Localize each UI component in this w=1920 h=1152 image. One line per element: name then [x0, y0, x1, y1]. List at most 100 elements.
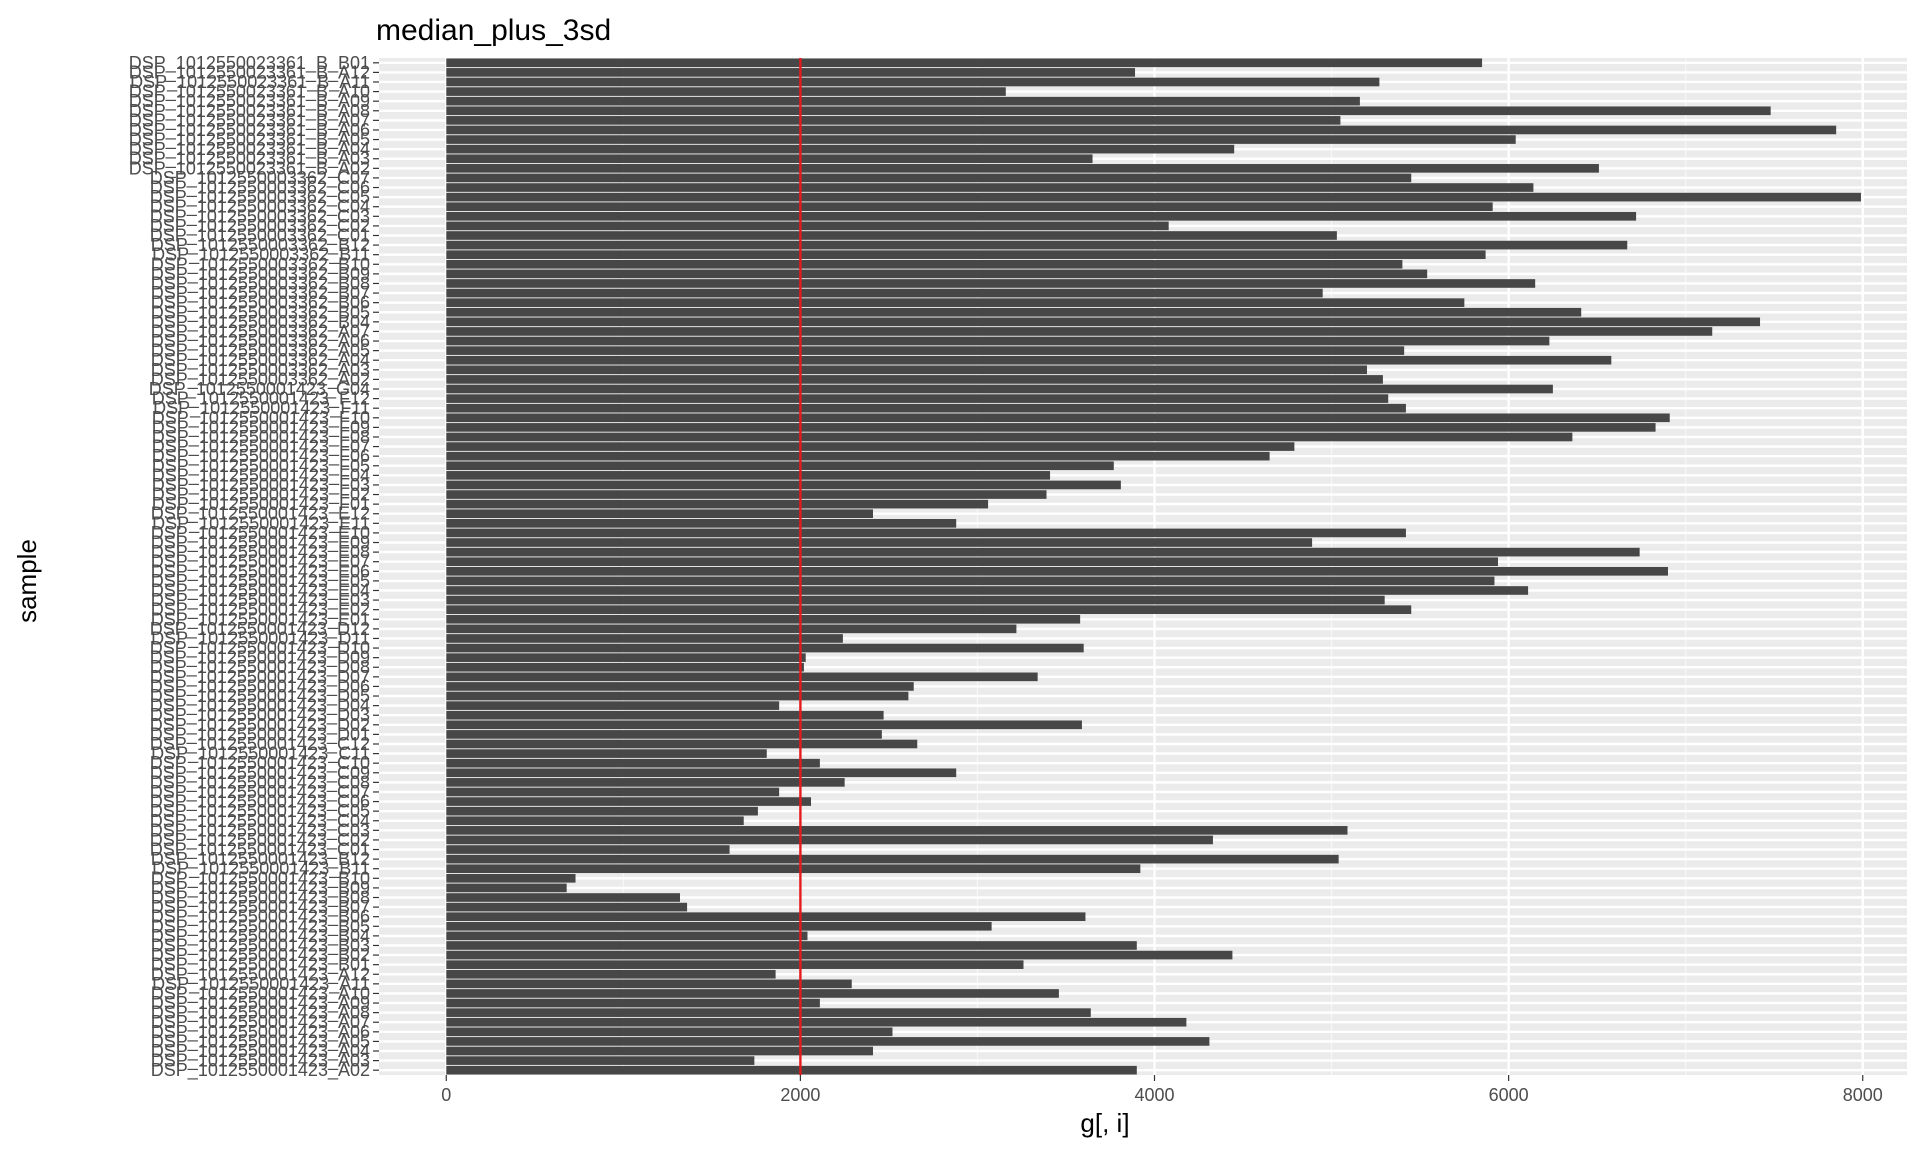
bar	[446, 317, 1761, 327]
bar	[446, 643, 1084, 653]
bar	[446, 154, 1093, 164]
y-tick-label: DSP_1012550001423_F05	[152, 456, 370, 477]
y-tick-label: DSP_1012550023361_B_A04	[129, 139, 370, 160]
y-tick-label: DSP_1012550001423_E06	[151, 561, 370, 582]
y-tick-label: DSP_1012550001423_F02	[152, 485, 370, 506]
bar	[446, 634, 843, 643]
y-tick-label: DSP_1012550023361_B_A12	[129, 62, 370, 83]
bar	[446, 346, 1405, 355]
y-tick-label: DSP_1012550001423_C03	[150, 820, 370, 841]
y-tick-label: DSP_1012550001423_A02	[151, 1060, 370, 1081]
y-tick-label: DSP_1012550001423_B11	[152, 859, 370, 880]
bar	[446, 653, 806, 662]
y-tick-label: DSP_1012550001423_D04	[150, 696, 370, 717]
y-tick-label: DSP_1012550023361_B_A11	[130, 72, 370, 93]
y-tick-label: DSP_1012550001423_D10	[150, 638, 370, 659]
y-tick-label: DSP_1012550001423_F09	[152, 417, 370, 438]
y-tick-label: DSP_1012550001423_D07	[150, 667, 370, 688]
y-tick-label: DSP_1012550001423_D09	[150, 648, 370, 669]
bar	[446, 749, 767, 758]
bar	[446, 116, 1341, 125]
y-tick-label: DSP_1012550001423_C08	[150, 772, 370, 793]
bar	[446, 96, 1360, 106]
y-tick-label: DSP_1012550001423_E09	[151, 533, 370, 554]
bar	[446, 451, 1270, 461]
y-tick-label: DSP_1012550003362_B09	[151, 264, 370, 285]
bar	[446, 595, 1385, 605]
x-tick-label: 0	[441, 1085, 451, 1105]
bar	[446, 423, 1656, 432]
y-tick-label: DSP_1012550001423_A09	[151, 993, 370, 1014]
y-tick-label: DSP_1012550003362_C01	[150, 225, 370, 246]
y-tick-label: DSP_1012550001423_C06	[150, 792, 370, 813]
y-tick-label: DSP_1012550001423_B01	[151, 955, 370, 976]
bar	[446, 307, 1582, 317]
bar	[446, 873, 576, 883]
bar	[446, 336, 1550, 346]
bar	[446, 547, 1640, 557]
bar	[446, 768, 957, 778]
y-tick-label: DSP_1012550001423_D11	[151, 628, 370, 649]
y-tick-label: DSP_1012550003362_C04	[150, 197, 370, 218]
y-tick-label: DSP_1012550001423_E11	[152, 513, 370, 534]
y-tick-label: DSP_1012550001423_E12	[151, 504, 370, 525]
bar	[446, 778, 845, 787]
bar	[446, 490, 1047, 499]
bar	[446, 471, 1051, 480]
bars	[446, 58, 1861, 1075]
bar	[446, 662, 804, 672]
bar	[446, 969, 776, 979]
y-tick-label: DSP_1012550001423_B08	[151, 888, 370, 909]
y-tick-label: DSP_1012550001423_B07	[151, 897, 370, 918]
bar	[446, 931, 808, 941]
y-tick-label: DSP_1012550001423_F12	[152, 389, 370, 410]
y-tick-label: DSP_1012550023361_B_A05	[129, 130, 370, 151]
bar	[446, 384, 1553, 394]
y-tick-label: DSP_1012550023361_B_A10	[129, 82, 370, 103]
y-tick-label: DSP_1012550001423_E02	[151, 600, 370, 621]
y-tick-label: DSP_1012550001423_D06	[150, 676, 370, 697]
x-axis: 0 2000 4000 6000 8000	[441, 1075, 1883, 1105]
y-tick-label: DSP_1012550023361_B_B01	[129, 53, 370, 74]
y-tick-label: DSP_1012550003362_B05	[151, 302, 370, 323]
y-tick-label: DSP_1012550001423_G04	[149, 379, 370, 400]
y-tick-label: DSP_1012550001423_D05	[150, 686, 370, 707]
bar	[446, 586, 1529, 595]
bar	[446, 710, 884, 720]
bar	[446, 720, 1082, 730]
y-tick-label: DSP_1012550001423_A06	[151, 1022, 370, 1043]
bar	[446, 864, 1141, 874]
bar	[446, 68, 1136, 77]
bar	[446, 941, 1137, 950]
bar	[446, 624, 1017, 634]
bar	[446, 614, 1081, 624]
bar	[446, 835, 1213, 845]
y-tick-label: DSP_1012550003362_B10	[151, 254, 370, 275]
bar	[446, 298, 1465, 307]
y-tick-label: DSP_1012550003362_C06	[150, 178, 370, 199]
y-tick-label: DSP_1012550023361_B_A09	[129, 91, 370, 112]
bar	[446, 461, 1114, 471]
bar	[446, 883, 567, 893]
bar	[446, 519, 957, 528]
y-tick-label: DSP_1012550001423_D08	[150, 657, 370, 678]
bar	[446, 125, 1837, 135]
y-tick-label: DSP_1012550001423_D02	[150, 715, 370, 736]
y-tick-label: DSP_1012550003362_C02	[150, 216, 370, 237]
bar	[446, 989, 1059, 998]
y-tick-label: DSP_1012550001423_C09	[150, 763, 370, 784]
bar	[446, 691, 909, 701]
bar	[446, 87, 1006, 96]
y-tick-label: DSP_1012550023361_B_A06	[129, 120, 370, 141]
bar	[446, 1008, 1091, 1017]
y-tick-label: DSP_1012550001423_A03	[151, 1051, 370, 1072]
y-tick-label: DSP_1012550023361_B_A08	[129, 101, 370, 122]
y-tick-label: DSP_1012550023361_B_A07	[129, 110, 370, 131]
y-tick-label: DSP_1012550003362_A02	[151, 369, 370, 390]
y-tick-label: DSP_1012550023361_B_A02	[129, 158, 370, 179]
y-tick-label: DSP_1012550001423_A05	[151, 1031, 370, 1052]
bar	[446, 979, 852, 989]
y-tick-label: DSP_1012550003362_B04	[151, 312, 370, 333]
bar	[446, 365, 1367, 375]
